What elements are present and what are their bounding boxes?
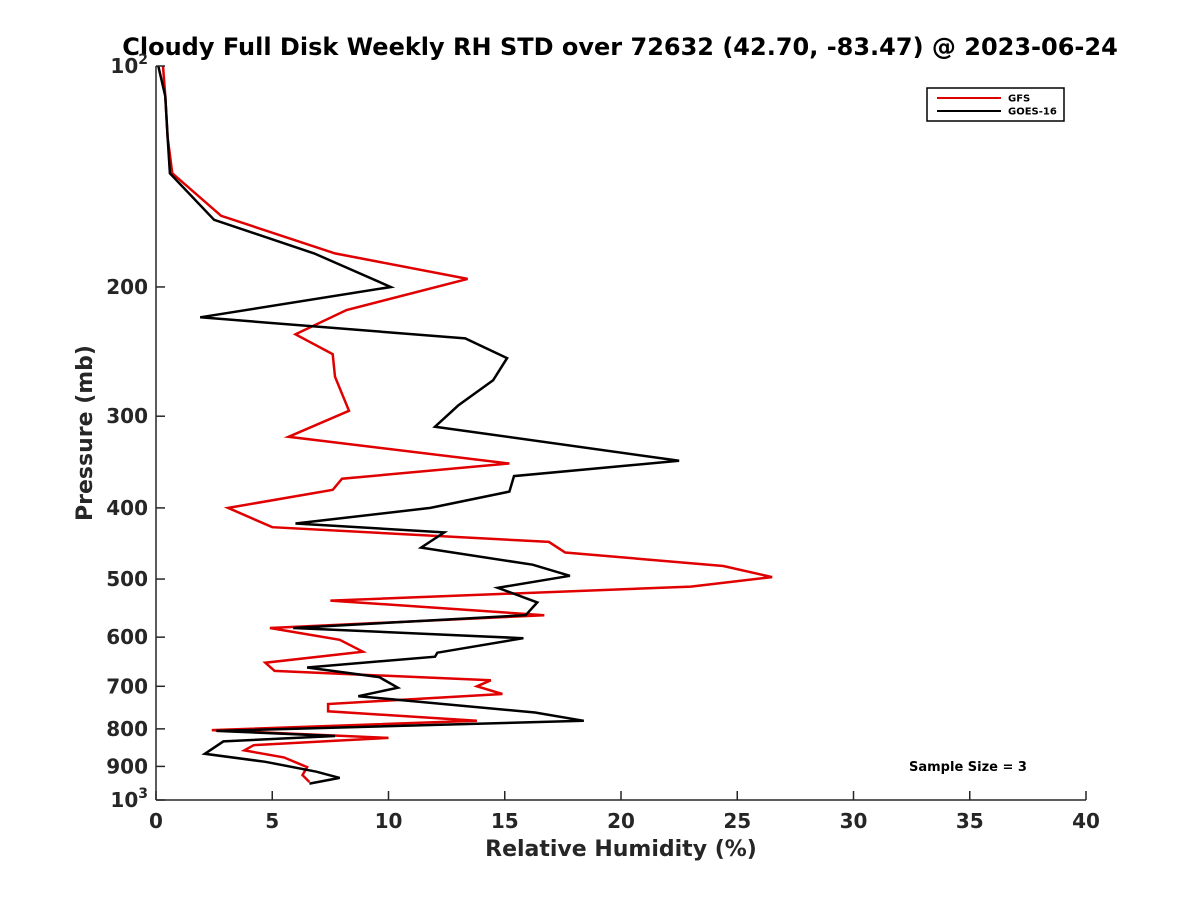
- y-tick-label: 300: [106, 404, 148, 428]
- x-ticks: 0 5 10 15 20 25 30 35 40: [149, 791, 1100, 833]
- y-tick-label: 200: [106, 275, 148, 299]
- x-tick-label: 35: [956, 809, 984, 833]
- y-ticks: 102 200 300 400 500 600 700 800 900 103: [106, 52, 165, 812]
- series-layer: [157, 65, 773, 785]
- y-tick-label: 700: [106, 674, 148, 698]
- y-tick-label: 102: [110, 52, 148, 78]
- x-axis-label: Relative Humidity (%): [485, 837, 757, 862]
- x-tick-label: 15: [491, 809, 519, 833]
- x-tick-label: 25: [723, 809, 751, 833]
- y-tick-label: 800: [106, 717, 148, 741]
- x-tick-label: 30: [840, 809, 868, 833]
- x-tick-label: 20: [607, 809, 635, 833]
- series-line-gfs: [161, 65, 773, 783]
- x-tick-label: 5: [265, 809, 279, 833]
- x-tick-label: 40: [1072, 809, 1100, 833]
- y-tick-label: 103: [110, 786, 148, 812]
- chart-title: Cloudy Full Disk Weekly RH STD over 7263…: [122, 33, 1118, 61]
- y-tick-label: 400: [106, 496, 148, 520]
- legend-box: [926, 87, 1065, 122]
- x-tick-label: 0: [149, 809, 163, 833]
- y-axis-label: Pressure (mb): [73, 345, 98, 521]
- y-tick-label: 900: [106, 754, 148, 778]
- sample-size-annotation: Sample Size = 3: [909, 760, 1027, 775]
- legend-label-gfs: GFS: [1008, 94, 1030, 105]
- x-tick-label: 10: [375, 809, 403, 833]
- legend-label-goes16: GOES-16: [1008, 107, 1057, 118]
- y-tick-label: 500: [106, 567, 148, 591]
- legend: GFS GOES-16: [926, 87, 1065, 122]
- axes: 0 5 10 15 20 25 30 35 40 102 200 300 400 500 600 700 80…: [106, 52, 1100, 833]
- series-line-goes16: [157, 65, 680, 785]
- y-tick-label: 600: [106, 625, 148, 649]
